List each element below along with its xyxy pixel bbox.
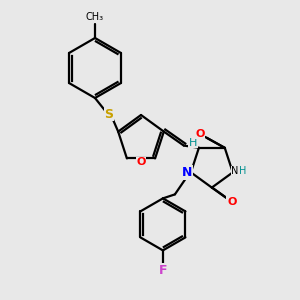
Text: O: O (227, 196, 236, 207)
Text: N: N (182, 166, 192, 179)
Text: O: O (195, 129, 204, 139)
Text: NH: NH (231, 167, 246, 176)
Text: F: F (159, 264, 167, 277)
Text: O: O (136, 158, 146, 167)
Text: H: H (239, 167, 246, 176)
Text: S: S (104, 107, 113, 121)
Text: H: H (189, 138, 197, 148)
Text: CH₃: CH₃ (86, 12, 104, 22)
